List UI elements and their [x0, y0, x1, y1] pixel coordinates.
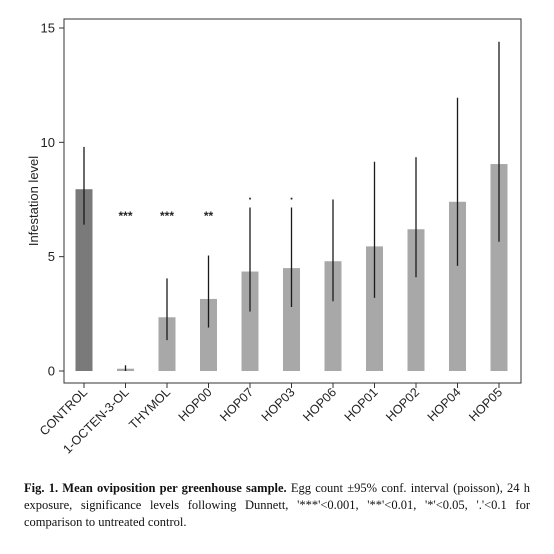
bar-thymol — [158, 317, 176, 371]
significance-hop07: . — [248, 189, 251, 203]
x-tick-label: HOP03 — [259, 385, 298, 424]
x-tick-label: HOP02 — [383, 385, 422, 424]
significance-hop00: ** — [204, 209, 214, 223]
significance-hop03: . — [290, 189, 293, 203]
plot-frame — [63, 18, 522, 384]
figure-caption: Fig. 1. Mean oviposition per greenhouse … — [24, 480, 530, 531]
bar-hop05 — [490, 164, 508, 371]
x-tick-label: THYMOL — [126, 385, 173, 432]
y-tick-label: 5 — [48, 249, 55, 264]
x-tick-label: HOP01 — [342, 385, 381, 424]
x-tick-label: HOP00 — [176, 385, 215, 424]
y-tick-label: 0 — [48, 364, 55, 379]
significance-labels: *** *** **.. — [118, 189, 293, 223]
x-tick-label: HOP04 — [425, 385, 464, 424]
bar-hop03 — [283, 268, 300, 371]
significance-thymol: *** — [160, 209, 174, 223]
bar-control — [75, 189, 93, 371]
bar-hop00 — [200, 298, 217, 371]
bar-hop04 — [449, 201, 466, 371]
bars — [75, 164, 508, 371]
significance-1-octen-3-ol: *** — [118, 209, 132, 223]
error-bars — [83, 41, 500, 371]
caption-text: Egg count ±95% conf. interval (poisson),… — [24, 481, 530, 529]
y-axis-label: Infestation level — [26, 156, 41, 246]
caption-heading: Mean oviposition per greenhouse sample. — [62, 481, 287, 495]
caption-label: Fig. 1. — [24, 481, 59, 495]
x-tick-label: HOP05 — [466, 385, 505, 424]
x-tick-label: HOP07 — [217, 385, 256, 424]
y-tick-label: 15 — [41, 21, 55, 36]
y-tick-label: 10 — [41, 135, 55, 150]
bar-hop02 — [407, 229, 425, 371]
bar-hop07 — [241, 271, 259, 371]
bar-hop06 — [324, 261, 342, 371]
y-axis: 0 5 10 15 — [41, 21, 64, 379]
x-tick-label: HOP06 — [300, 385, 339, 424]
bar-hop01 — [366, 246, 383, 371]
